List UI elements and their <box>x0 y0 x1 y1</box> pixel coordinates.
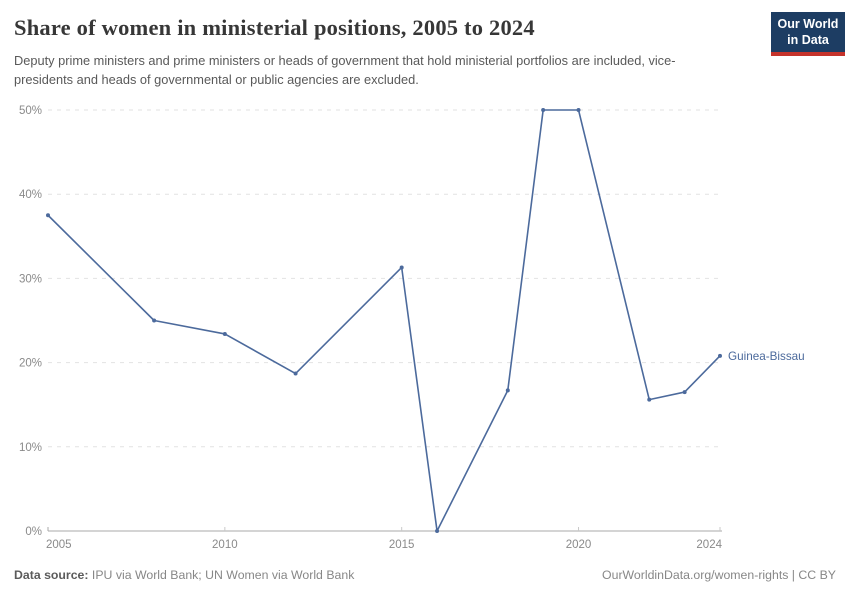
chart-subtitle: Deputy prime ministers and prime ministe… <box>14 53 676 88</box>
y-axis-tick-label: 10% <box>19 442 42 454</box>
data-source-label: Data source: <box>14 568 89 582</box>
owid-logo-line2: in Data <box>787 32 829 47</box>
data-point-marker <box>718 353 722 358</box>
data-point-marker <box>505 388 510 393</box>
data-point-marker <box>682 390 687 395</box>
chart-footer: Data source: IPU via World Bank; UN Wome… <box>14 568 836 582</box>
data-point-marker <box>293 371 298 376</box>
series-label-guinea-bissau[interactable]: Guinea-Bissau <box>728 350 805 363</box>
data-point-marker <box>152 318 157 323</box>
data-point-marker <box>435 529 440 533</box>
x-axis-tick-label: 2010 <box>212 539 238 551</box>
data-point-marker <box>541 108 546 112</box>
x-axis-tick-label: 2020 <box>566 539 592 551</box>
owid-logo-line1: Our World <box>777 17 839 31</box>
owid-logo[interactable]: Our World in Data <box>771 12 845 57</box>
data-source-value: IPU via World Bank; UN Women via World B… <box>88 568 355 582</box>
data-point-marker <box>46 213 50 218</box>
data-point-marker <box>647 397 652 402</box>
data-point-marker <box>576 108 581 112</box>
x-axis-tick-label: 2005 <box>46 539 72 551</box>
data-point-marker <box>222 331 227 336</box>
credit-link[interactable]: OurWorldinData.org/women-rights | CC BY <box>602 568 836 582</box>
data-line-guinea-bissau[interactable] <box>47 109 721 532</box>
data-source: Data source: IPU via World Bank; UN Wome… <box>14 568 354 582</box>
y-axis-tick-label: 40% <box>19 189 42 201</box>
x-axis-tick-label: 2024 <box>696 539 722 551</box>
data-point-marker <box>399 265 404 270</box>
y-axis-tick-label: 30% <box>19 273 42 285</box>
y-axis-tick-label: 20% <box>19 358 42 370</box>
chart-area[interactable]: 0% 10% 20% 30% 40% 50% 2005 2010 2015 2020 2024 Gui… <box>0 90 850 570</box>
y-axis-tick-label: 0% <box>25 526 42 538</box>
x-axis-tick-label: 2015 <box>389 539 415 551</box>
chart-canvas[interactable]: 0% 10% 20% 30% 40% 50% 2005 2010 2015 2020 2024 Gui… <box>0 90 850 570</box>
y-axis-tick-label: 50% <box>19 105 42 117</box>
page-title: Share of women in ministerial positions,… <box>14 15 535 40</box>
